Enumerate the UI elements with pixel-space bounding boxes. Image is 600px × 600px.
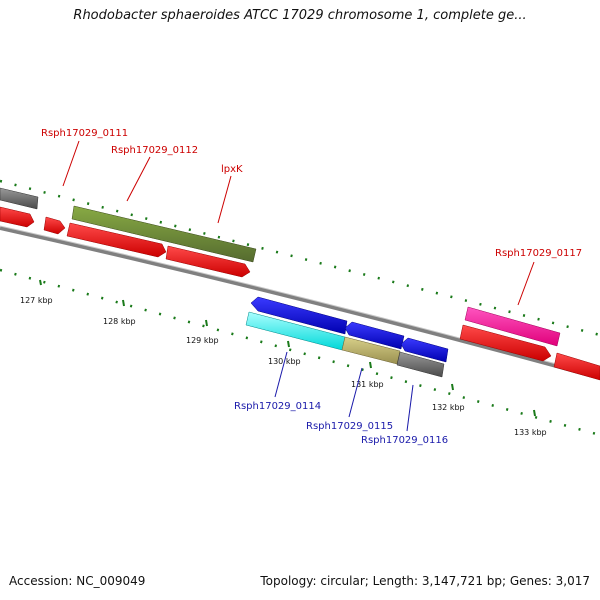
leader-line bbox=[62, 140, 80, 187]
gene-label-rsph17029-0116[interactable]: Rsph17029_0116 bbox=[361, 435, 448, 446]
ruler-major-tick bbox=[533, 409, 536, 417]
tick-label: 127 kbp bbox=[20, 296, 53, 305]
ruler-major-tick bbox=[205, 319, 208, 327]
cds-arrow[interactable] bbox=[165, 245, 251, 278]
tick-label: 133 kbp bbox=[514, 428, 547, 437]
gene-feature-blue[interactable] bbox=[250, 296, 348, 335]
topology-info: Topology: circular; Length: 3,147,721 bp… bbox=[260, 574, 590, 588]
gene-label-rsph17029-0115[interactable]: Rsph17029_0115 bbox=[306, 421, 393, 432]
lower-ruler bbox=[0, 268, 600, 437]
ruler-major-tick bbox=[287, 340, 290, 348]
gene-label-rsph17029-0111[interactable]: Rsph17029_0111 bbox=[41, 128, 128, 139]
tick-label: 128 kbp bbox=[103, 317, 136, 326]
ruler-major-tick bbox=[122, 299, 125, 307]
cds-arrow[interactable] bbox=[553, 352, 600, 381]
gene-feature-olive[interactable] bbox=[71, 205, 257, 263]
gene-label-rsph17029-0112[interactable]: Rsph17029_0112 bbox=[111, 145, 198, 156]
ruler-major-tick bbox=[39, 279, 42, 286]
gene-label-rsph17029-0114[interactable]: Rsph17029_0114 bbox=[234, 401, 321, 412]
accession-label: Accession: NC_009049 bbox=[9, 574, 146, 588]
cds-arrow[interactable] bbox=[459, 324, 552, 362]
leader-line bbox=[217, 175, 232, 224]
gene-feature-blue[interactable] bbox=[400, 337, 449, 363]
leader-line bbox=[274, 351, 288, 398]
tick-label: 129 kbp bbox=[186, 336, 219, 345]
leader-line bbox=[517, 261, 535, 306]
leader-line bbox=[406, 384, 414, 432]
cds-arrow[interactable] bbox=[0, 206, 35, 228]
ruler-major-tick bbox=[451, 383, 454, 391]
gene-feature-pink[interactable] bbox=[464, 306, 561, 347]
cds-arrow[interactable] bbox=[43, 216, 66, 235]
gene-feature-grey[interactable] bbox=[0, 187, 39, 210]
ruler-major-tick bbox=[369, 361, 372, 369]
tick-label: 131 kbp bbox=[351, 380, 384, 389]
page-title: Rhodobacter sphaeroides ATCC 17029 chrom… bbox=[73, 8, 527, 23]
leader-line bbox=[348, 367, 363, 418]
gene-feature-grey[interactable] bbox=[396, 351, 445, 378]
gene-label-rsph17029-0117[interactable]: Rsph17029_0117 bbox=[495, 248, 582, 259]
tick-label: 132 kbp bbox=[432, 403, 465, 412]
gene-label-lpxk[interactable]: lpxK bbox=[221, 164, 243, 175]
leader-line bbox=[126, 156, 151, 202]
gene-feature-blue[interactable] bbox=[344, 321, 405, 350]
sequence-backbone bbox=[0, 226, 600, 380]
cds-arrow[interactable] bbox=[66, 222, 167, 258]
